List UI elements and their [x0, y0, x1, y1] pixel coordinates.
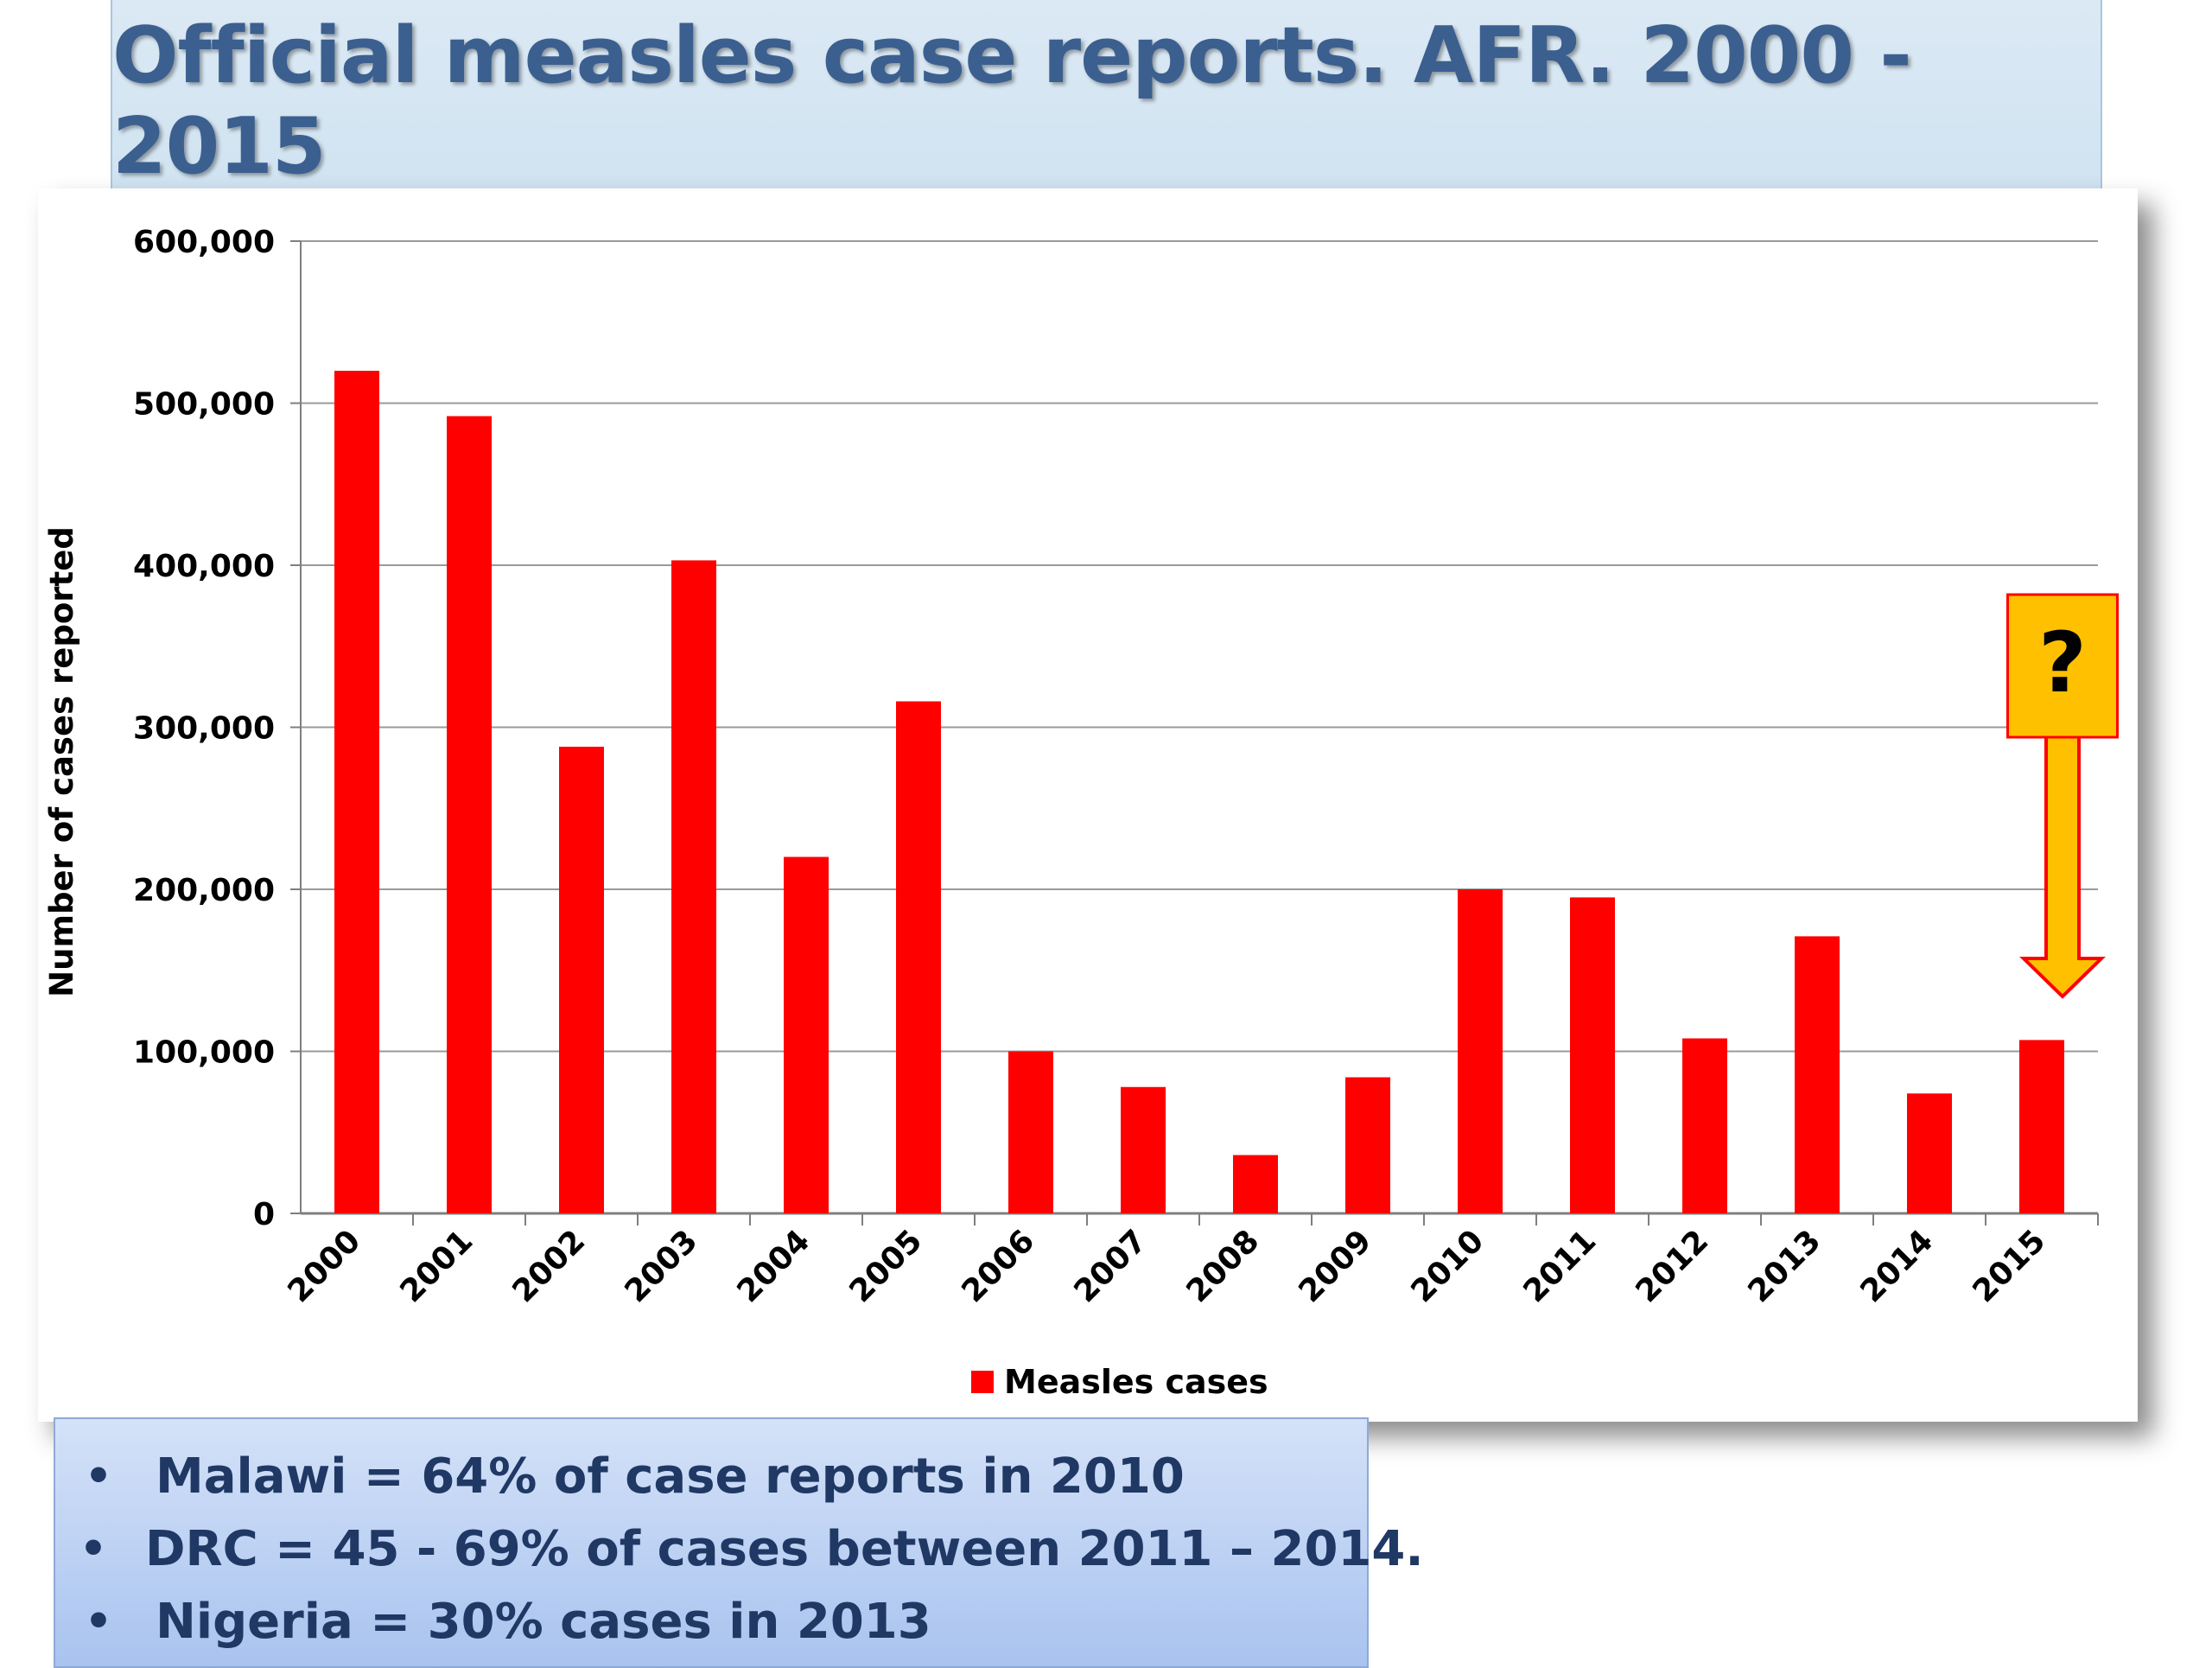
y-tick-label: 100,000 — [133, 1035, 275, 1071]
bar — [1795, 936, 1840, 1213]
x-tick-label: 2009 — [1293, 1223, 1379, 1309]
bar — [1570, 897, 1615, 1213]
x-tick-label: 2002 — [506, 1223, 593, 1309]
x-tick-label: 2012 — [1630, 1223, 1716, 1309]
bar — [1008, 1051, 1053, 1213]
x-tick-label: 2005 — [843, 1223, 930, 1309]
x-tick-label: 2006 — [956, 1223, 1042, 1309]
note-text: DRC = 45 - 69% of cases between 2011 – 2… — [144, 1520, 1424, 1577]
x-tick-label: 2013 — [1742, 1223, 1828, 1309]
note-item: • Nigeria = 30% cases in 2013 — [79, 1585, 1367, 1658]
note-item: • Malawi = 64% of case reports in 2010 — [79, 1440, 1367, 1512]
legend-swatch — [971, 1371, 994, 1393]
x-tick-label: 2003 — [619, 1223, 705, 1309]
x-tick-label: 2014 — [1854, 1223, 1941, 1309]
bar — [559, 747, 604, 1213]
bar — [1233, 1155, 1278, 1213]
bullet-icon: • — [79, 1524, 107, 1574]
bar — [784, 856, 829, 1213]
annotation-box — [2006, 593, 2119, 739]
legend-label: Measles cases — [1004, 1363, 1268, 1401]
notes-box: • Malawi = 64% of case reports in 2010 •… — [54, 1417, 1424, 1668]
x-tick-label: 2015 — [1967, 1223, 2053, 1309]
bar — [671, 560, 716, 1213]
y-tick-label: 500,000 — [133, 387, 275, 423]
chart-panel: 0 100,000 200,000 300,000 400,000 500,000 600,… — [38, 188, 2138, 1422]
bar — [1345, 1077, 1390, 1213]
x-tick-label: 2008 — [1180, 1223, 1267, 1309]
y-tick-label: 300,000 — [133, 711, 275, 747]
y-axis-label: Number of cases reported — [43, 526, 80, 997]
title-banner: Official measles case reports. AFR. 2000… — [111, 0, 2102, 204]
x-tick-label: 2007 — [1068, 1223, 1154, 1309]
y-tick-label: 600,000 — [133, 225, 275, 260]
note-text: Nigeria = 30% cases in 2013 — [156, 1593, 931, 1650]
bullet-icon: • — [85, 1451, 112, 1501]
annotation-arrow — [2019, 734, 2106, 999]
bar — [1682, 1038, 1727, 1213]
bar — [334, 371, 379, 1213]
x-tick-label: 2001 — [394, 1223, 480, 1309]
y-tick-label: 0 — [253, 1197, 275, 1232]
bar — [1458, 889, 1503, 1213]
bar — [447, 416, 492, 1213]
bar — [896, 701, 941, 1213]
x-tick-label: 2004 — [731, 1223, 817, 1309]
bar — [1121, 1086, 1166, 1213]
y-tick-label: 400,000 — [133, 549, 275, 584]
bar — [2019, 1040, 2064, 1213]
page-title: Official measles case reports. AFR. 2000… — [112, 10, 1912, 192]
x-tick-label: 2010 — [1405, 1223, 1491, 1309]
bar-chart: 0 100,000 200,000 300,000 400,000 500,000 600,… — [43, 225, 2119, 1401]
x-tick-label: 2011 — [1517, 1223, 1604, 1309]
note-text: Malawi = 64% of case reports in 2010 — [156, 1448, 1185, 1505]
note-item: • DRC = 45 - 69% of cases between 2011 –… — [79, 1512, 1424, 1585]
annotation-question-mark: ? — [2038, 614, 2087, 711]
x-tick-label: 2000 — [282, 1223, 368, 1309]
bullet-icon: • — [85, 1596, 112, 1646]
y-tick-label: 200,000 — [133, 873, 275, 908]
bar — [1907, 1093, 1952, 1213]
